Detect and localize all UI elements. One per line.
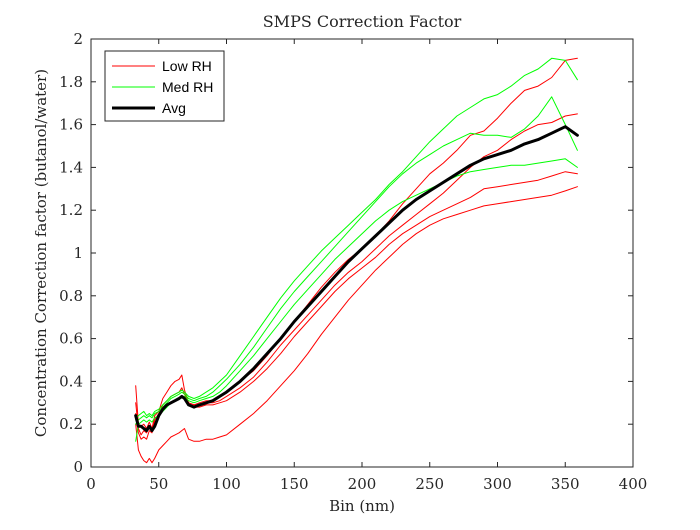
chart-title: SMPS Correction Factor (263, 12, 462, 31)
x-tick-label: 200 (348, 475, 377, 493)
y-tick-label: 1.8 (59, 73, 83, 91)
x-tick-label: 100 (212, 475, 241, 493)
y-tick-label: 1 (73, 244, 83, 262)
x-tick-label: 50 (149, 475, 168, 493)
x-tick-label: 250 (415, 475, 444, 493)
y-tick-label: 1.4 (59, 158, 83, 176)
y-tick-label: 1.2 (59, 201, 83, 219)
series-line-med-rh-4 (135, 57, 578, 421)
x-tick-label: 300 (483, 475, 512, 493)
series-line-low-rh-3 (135, 186, 578, 464)
ticks-layer: 0 50 100 150 200 250 300 350 400 0 0.2 0.4 0.6 0.8 1 1.… (59, 30, 647, 493)
y-tick-label: 0.4 (59, 372, 83, 390)
y-tick-label: 0.6 (59, 330, 83, 348)
series-line-avg-7 (134, 125, 579, 433)
x-axis-label: Bin (nm) (329, 497, 395, 515)
series-line-med-rh-5 (135, 96, 578, 425)
legend-label: Med RH (162, 79, 213, 95)
y-tick-label: 0.8 (59, 287, 83, 305)
x-tick-label: 350 (551, 475, 580, 493)
legend-label: Avg (162, 100, 186, 116)
y-tick-label: 0.2 (59, 415, 83, 433)
y-tick-label: 2 (73, 30, 83, 48)
y-tick-label: 1.6 (59, 116, 83, 134)
x-tick-label: 0 (86, 475, 96, 493)
y-axis-label: Concentration Correction factor (butanol… (32, 69, 50, 437)
legend-label: Low RH (162, 58, 212, 74)
legend: Low RH Med RH Avg (104, 50, 225, 122)
x-tick-label: 150 (280, 475, 309, 493)
x-tick-label: 400 (619, 475, 648, 493)
series-layer (134, 57, 579, 464)
y-tick-label: 0 (73, 458, 83, 476)
